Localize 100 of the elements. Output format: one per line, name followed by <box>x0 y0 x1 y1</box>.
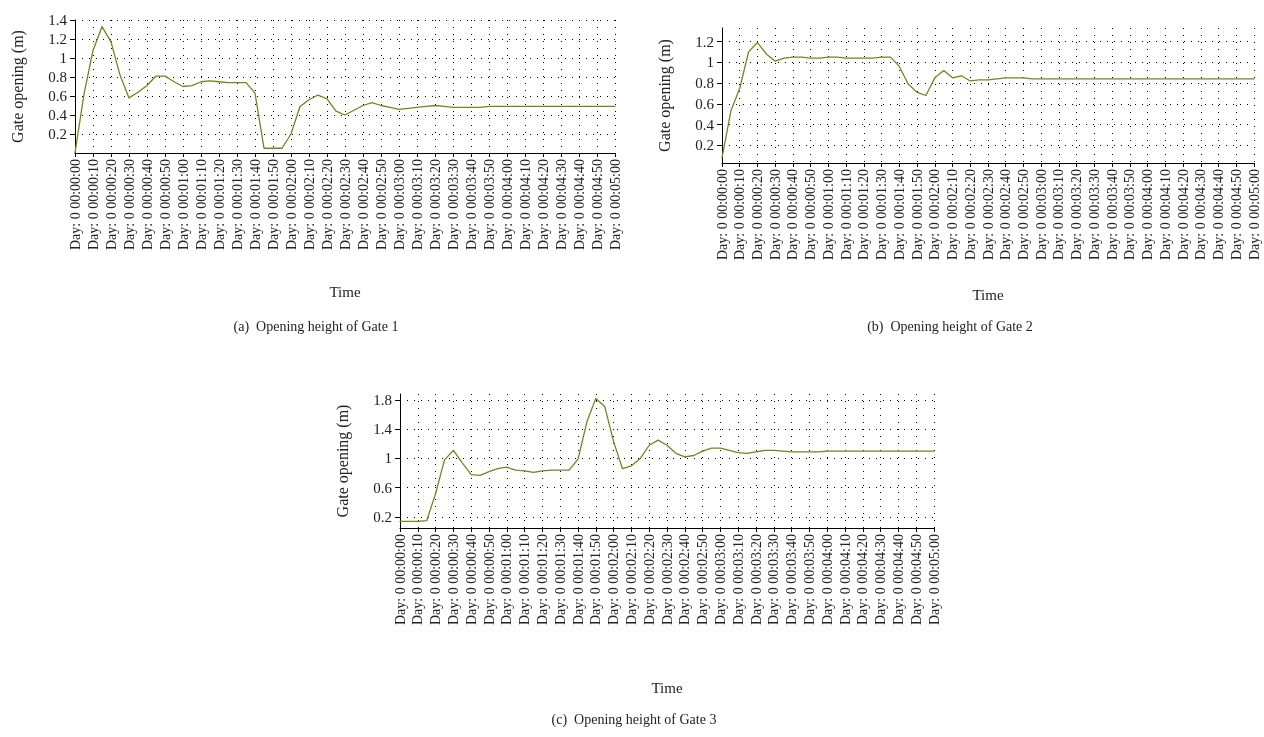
y-tick-label: 0.8 <box>48 69 67 85</box>
x-tick-label: Day: 0 00:02:50 <box>373 159 389 250</box>
x-tick-label: Day: 0 00:01:30 <box>229 159 245 250</box>
x-tick-label: Day: 0 00:03:00 <box>712 534 728 625</box>
x-tick-label: Day: 0 00:01:00 <box>820 169 836 260</box>
x-tick-label: Day: 0 00:04:10 <box>1157 169 1173 260</box>
y-axis-title: Gate opening (m) <box>333 404 352 518</box>
x-tick-label: Day: 0 00:01:50 <box>265 159 281 250</box>
x-tick-label: Day: 0 00:03:10 <box>409 159 425 250</box>
x-tick-label: Day: 0 00:04:20 <box>535 159 551 250</box>
x-tick-label: Day: 0 00:03:20 <box>1069 169 1085 260</box>
x-tick-label: Day: 0 00:03:10 <box>1051 169 1067 260</box>
x-tick-label: Day: 0 00:00:10 <box>732 169 748 260</box>
x-tick-label: Day: 0 00:05:00 <box>1246 169 1262 260</box>
y-tick-label: 1.2 <box>695 33 714 50</box>
x-tick-label: Day: 0 00:01:20 <box>534 534 550 625</box>
y-tick-label: 1 <box>59 50 67 66</box>
x-axis-title: Time <box>329 283 361 300</box>
x-tick-label: Day: 0 00:01:10 <box>193 159 209 250</box>
x-tick-label: Day: 0 00:01:20 <box>856 169 872 260</box>
x-tick-label: Day: 0 00:04:40 <box>1211 169 1227 260</box>
x-tick-label: Day: 0 00:00:50 <box>481 534 497 625</box>
x-tick-label: Day: 0 00:02:10 <box>945 169 961 260</box>
x-tick-label: Day: 0 00:04:00 <box>819 534 835 625</box>
x-axis-title: Time <box>972 286 1004 303</box>
x-tick-label: Day: 0 00:00:20 <box>428 534 444 625</box>
x-tick-label: Day: 0 00:04:50 <box>1228 169 1244 260</box>
x-tick-label: Day: 0 00:01:40 <box>570 534 586 625</box>
x-tick-label: Day: 0 00:04:40 <box>571 159 587 250</box>
x-tick-label: Day: 0 00:03:00 <box>391 159 407 250</box>
x-tick-label: Day: 0 00:00:00 <box>714 169 730 260</box>
y-tick-label: 0.6 <box>695 95 715 112</box>
x-tick-label: Day: 0 00:00:00 <box>67 159 83 250</box>
x-tick-label: Day: 0 00:05:00 <box>607 159 623 250</box>
x-tick-label: Day: 0 00:00:30 <box>767 169 783 260</box>
x-tick-label: Day: 0 00:01:00 <box>499 534 515 625</box>
x-tick-label: Day: 0 00:04:00 <box>1140 169 1156 260</box>
x-tick-label: Day: 0 00:03:50 <box>1122 169 1138 260</box>
x-tick-label: Day: 0 00:04:20 <box>855 534 871 625</box>
x-tick-label: Day: 0 00:01:30 <box>874 169 890 260</box>
x-tick-label: Day: 0 00:03:40 <box>784 534 800 625</box>
x-tick-label: Day: 0 00:04:40 <box>890 534 906 625</box>
x-tick-label: Day: 0 00:01:40 <box>891 169 907 260</box>
y-tick-label: 1.4 <box>373 421 393 438</box>
x-tick-label: Day: 0 00:00:30 <box>445 534 461 625</box>
x-tick-label: Day: 0 00:00:50 <box>157 159 173 250</box>
y-tick-label: 1 <box>706 54 714 71</box>
x-tick-label: Day: 0 00:03:30 <box>1086 169 1102 260</box>
x-tick-label: Day: 0 00:00:40 <box>463 534 479 625</box>
y-tick-label: 0.2 <box>373 509 392 526</box>
x-tick-label: Day: 0 00:00:40 <box>139 159 155 250</box>
x-tick-label: Day: 0 00:03:40 <box>1104 169 1120 260</box>
y-tick-label: 0.2 <box>48 126 67 142</box>
y-axis-title: Gate opening (m) <box>8 30 27 143</box>
x-tick-label: Day: 0 00:02:10 <box>623 534 639 625</box>
x-tick-label: Day: 0 00:02:40 <box>677 534 693 625</box>
x-tick-label: Day: 0 00:03:30 <box>445 159 461 250</box>
x-tick-label: Day: 0 00:02:20 <box>641 534 657 625</box>
x-tick-label: Day: 0 00:00:10 <box>410 534 426 625</box>
x-axis-title: Time <box>651 679 683 696</box>
x-tick-label: Day: 0 00:02:30 <box>980 169 996 260</box>
x-tick-label: Day: 0 00:03:00 <box>1033 169 1049 260</box>
y-tick-label: 1 <box>384 450 392 467</box>
x-tick-label: Day: 0 00:04:00 <box>499 159 515 250</box>
x-tick-label: Day: 0 00:03:50 <box>481 159 497 250</box>
x-tick-label: Day: 0 00:01:00 <box>175 159 191 250</box>
x-tick-label: Day: 0 00:03:30 <box>766 534 782 625</box>
x-tick-label: Day: 0 00:02:40 <box>355 159 371 250</box>
x-tick-label: Day: 0 00:01:50 <box>909 169 925 260</box>
x-tick-label: Day: 0 00:02:20 <box>962 169 978 260</box>
text: (b) Opening height of Gate 2 <box>867 318 1033 335</box>
y-tick-label: 0.8 <box>695 75 714 92</box>
y-tick-label: 0.6 <box>48 88 68 104</box>
x-tick-label: Day: 0 00:03:40 <box>463 159 479 250</box>
x-tick-label: Day: 0 00:01:10 <box>838 169 854 260</box>
line-series <box>721 41 1255 159</box>
x-tick-label: Day: 0 00:00:20 <box>749 169 765 260</box>
y-tick-label: 0.4 <box>48 107 68 123</box>
text: (a) Opening height of Gate 1 <box>233 318 399 335</box>
x-tick-label: Day: 0 00:04:50 <box>589 159 605 250</box>
x-tick-label: Day: 0 00:02:00 <box>927 169 943 260</box>
x-tick-label: Day: 0 00:02:30 <box>659 534 675 625</box>
x-tick-label: Day: 0 00:02:50 <box>1015 169 1031 260</box>
x-tick-label: Day: 0 00:04:30 <box>873 534 889 625</box>
x-tick-label: Day: 0 00:00:50 <box>803 169 819 260</box>
x-tick-label: Day: 0 00:03:20 <box>748 534 764 625</box>
x-tick-label: Day: 0 00:05:00 <box>926 534 942 625</box>
x-tick-label: Day: 0 00:01:10 <box>517 534 533 625</box>
x-tick-label: Day: 0 00:02:40 <box>998 169 1014 260</box>
x-tick-label: Day: 0 00:02:30 <box>337 159 353 250</box>
y-tick-label: 0.2 <box>695 137 714 154</box>
x-tick-label: Day: 0 00:04:50 <box>908 534 924 625</box>
y-tick-label: 0.4 <box>695 116 715 133</box>
x-tick-label: Day: 0 00:00:10 <box>85 159 101 250</box>
x-tick-label: Day: 0 00:04:30 <box>553 159 569 250</box>
y-tick-label: 0.6 <box>373 479 393 496</box>
x-tick-label: Day: 0 00:04:20 <box>1175 169 1191 260</box>
x-tick-label: Day: 0 00:02:50 <box>695 534 711 625</box>
x-tick-label: Day: 0 00:00:20 <box>103 159 119 250</box>
line-series <box>399 397 935 523</box>
